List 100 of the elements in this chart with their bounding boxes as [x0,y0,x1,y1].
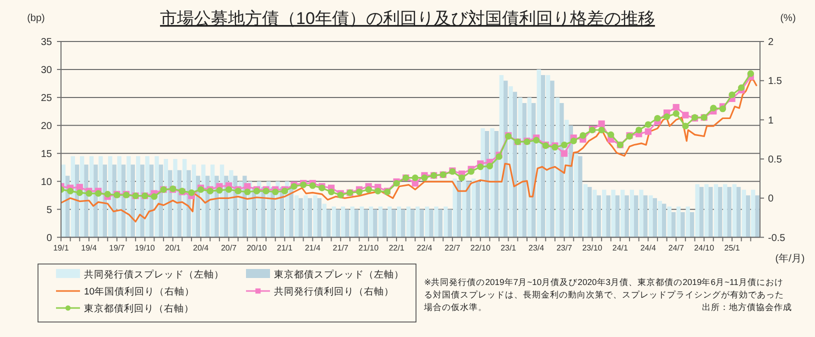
bar [448,209,452,238]
bar [662,204,666,238]
bar [652,198,658,238]
x-tick-label: 24/10 [694,243,715,252]
bar [634,195,638,238]
bar [718,186,722,238]
bar [596,195,601,238]
x-tick-label: 21/1 [276,243,294,252]
x-tick-label: 23/10 [582,243,603,252]
y2-tick-label: 0.5 [768,154,782,166]
x-tick-label: 23/7 [556,243,573,252]
y2-tick-label: 2 [768,37,774,48]
bar [676,206,681,238]
x-axis-title: (年/月) [775,252,805,264]
x-tick-label: 19/4 [81,243,98,252]
bar [434,206,438,238]
bar [378,206,383,238]
y2-axis-title: (%) [780,13,796,24]
bar [322,204,326,238]
bar [336,209,340,238]
bar [388,206,392,238]
bar [392,209,396,238]
bar [345,209,350,238]
bar [424,206,430,238]
y2-tick-label: 1 [768,115,774,126]
bar [317,198,322,238]
x-tick-label: 24/1 [612,243,629,252]
y2-tick-label: 0 [768,194,774,205]
y-tick-label: 30 [40,64,52,76]
bar [360,206,364,238]
bar [350,206,354,238]
legend-label: 共同発行債スプレッド（左軸） [84,268,224,280]
bar [298,198,303,238]
bar [723,184,728,238]
bar [686,206,690,238]
bar [444,206,448,238]
bar [583,184,588,238]
bar [648,195,653,238]
bar [727,186,732,238]
x-tick-label: 20/7 [220,243,238,252]
bar [736,186,741,238]
bar [690,212,694,238]
x-tick-label: 22/7 [444,243,461,252]
y-axis-title: (bp) [27,13,45,24]
bar [294,195,299,238]
bar [732,184,737,238]
bar [667,206,672,238]
bar [588,186,592,238]
chart-title: 市場公募地方債（10年債）の利回り及び対国債利回り格差の推移 [160,9,655,28]
bar [746,195,750,238]
y2-tick-label: -0.5 [768,232,786,244]
bar [368,206,374,238]
x-tick-label: 19/10 [134,243,156,252]
bar [382,209,387,238]
bar [429,209,434,238]
bar [574,153,578,238]
bar [466,181,470,238]
x-tick-label: 20/4 [193,243,210,252]
bar [643,195,648,238]
y-tick-label: 10 [40,176,52,188]
bar [704,184,709,238]
bar [742,190,746,238]
bar [313,195,318,238]
legend-label: 10年国債利回り（右軸） [84,286,195,298]
bar [695,184,700,238]
bar [364,209,368,238]
bar [396,206,402,238]
x-tick-label: 24/4 [640,243,656,252]
x-tick-label: 22/4 [416,243,433,252]
bar [578,156,582,238]
bar [606,195,610,238]
x-tick-label: 21/10 [358,243,380,252]
x-tick-label: 22/1 [388,243,405,252]
x-tick-label: 20/10 [246,243,268,252]
x-tick-label: 21/7 [332,243,349,252]
x-tick-label: 19/7 [109,243,126,252]
bar [438,209,443,238]
bar [611,190,616,238]
bar [750,190,756,238]
bar [420,209,424,238]
bar [620,190,625,238]
y-tick-label: 25 [40,92,52,104]
bar [602,190,606,238]
x-tick-label: 21/4 [304,243,321,252]
legend-label: 共同発行債利回り（右軸） [274,286,394,298]
y-tick-label: 5 [46,204,52,216]
bar [755,195,760,238]
bar [410,209,415,238]
legend-label: 東京都債スプレッド（左軸） [274,268,404,280]
y-tick-label: 0 [46,232,52,244]
y2-tick-label: 1.5 [768,76,782,88]
bar [401,209,406,238]
bar [452,178,457,238]
bar [415,206,420,238]
bar [332,206,336,238]
bar [476,181,480,238]
bar [671,212,676,238]
y-tick-label: 20 [40,120,52,132]
bar [340,206,346,238]
x-tick-label: 20/1 [165,243,182,252]
